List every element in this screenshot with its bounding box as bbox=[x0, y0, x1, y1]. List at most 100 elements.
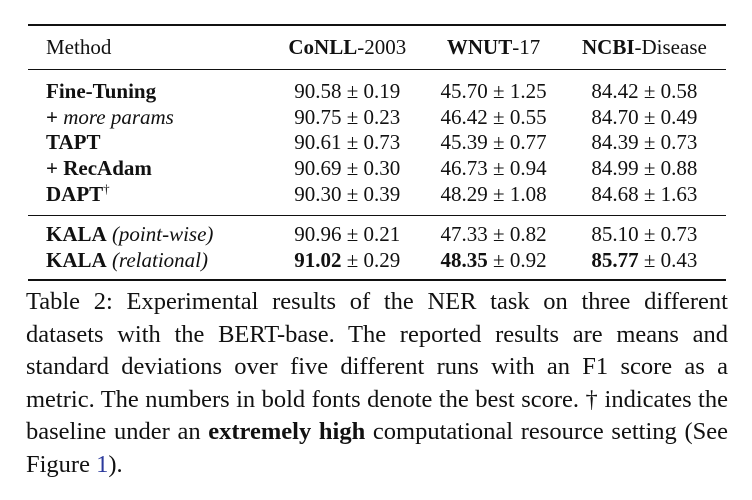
score-sd: ± 0.49 bbox=[643, 104, 698, 129]
method-cell: KALA (relational) bbox=[28, 247, 271, 281]
method-name: + bbox=[46, 104, 64, 129]
table-row: KALA (relational) 91.02 ± 0.29 48.35 ± 0.9… bbox=[28, 247, 726, 281]
score-mean: 90.96 bbox=[294, 222, 342, 247]
method-name: Fine-Tuning bbox=[46, 79, 157, 104]
method-name: TAPT bbox=[46, 130, 101, 155]
score-sd: ± 1.63 bbox=[643, 181, 698, 206]
score-sd: ± 0.73 bbox=[643, 222, 698, 247]
score-cell: 90.75 ± 0.23 bbox=[270, 105, 424, 131]
score-mean: 90.69 bbox=[294, 155, 342, 180]
score-sd: ± 0.88 bbox=[643, 155, 698, 180]
score-sd: ± 0.77 bbox=[493, 130, 547, 155]
table-row: DAPT† 90.30 ± 0.39 48.29 ± 1.08 84.68 ± 1.6… bbox=[28, 181, 726, 216]
score-cell: 47.33 ± 0.82 bbox=[424, 216, 563, 248]
score-cell: 84.39 ± 0.73 bbox=[563, 130, 726, 156]
score-mean: 85.10 bbox=[591, 222, 639, 247]
figure-ref-link[interactable]: 1 bbox=[96, 450, 109, 478]
score-sd: ± 0.94 bbox=[493, 155, 547, 180]
table-body: Fine-Tuning 90.58 ± 0.19 45.70 ± 1.25 84.42… bbox=[28, 70, 726, 281]
header-ncbi: NCBI-Disease bbox=[562, 25, 726, 70]
score-sd: ± 1.25 bbox=[493, 79, 547, 104]
dagger-mark: † bbox=[103, 181, 110, 196]
score-sd: ± 0.39 bbox=[346, 181, 401, 206]
score-sd: ± 0.73 bbox=[346, 130, 401, 155]
method-note: more params bbox=[63, 104, 174, 129]
score-cell: 48.29 ± 1.08 bbox=[424, 181, 563, 216]
table-row: + RecAdam 90.69 ± 0.30 46.73 ± 0.94 84.99 ±… bbox=[28, 156, 726, 182]
score-sd: ± 0.92 bbox=[493, 247, 547, 272]
score-mean: 84.99 bbox=[591, 155, 639, 180]
score-cell: 45.39 ± 0.77 bbox=[424, 130, 563, 156]
table-row: Fine-Tuning 90.58 ± 0.19 45.70 ± 1.25 84.42… bbox=[28, 70, 726, 105]
method-cell: + more params bbox=[28, 105, 270, 131]
table-row: KALA (point-wise) 90.96 ± 0.21 47.33 ± 0.8… bbox=[28, 216, 726, 248]
score-mean: 47.33 bbox=[440, 222, 488, 247]
score-mean: 84.68 bbox=[591, 181, 639, 206]
score-mean: 91.02 bbox=[294, 247, 342, 272]
score-sd: ± 0.30 bbox=[346, 155, 401, 180]
header-conll-abbrev-2: NLL bbox=[314, 35, 358, 59]
method-note: (relational) bbox=[111, 247, 208, 272]
score-cell: 90.61 ± 0.73 bbox=[270, 130, 424, 156]
table-row: + more params 90.75 ± 0.23 46.42 ± 0.55 84.… bbox=[28, 105, 726, 131]
score-cell: 90.69 ± 0.30 bbox=[270, 156, 424, 182]
score-sd: ± 0.23 bbox=[346, 104, 401, 129]
score-mean: 48.29 bbox=[440, 181, 488, 206]
score-mean: 45.70 bbox=[440, 79, 488, 104]
score-sd: ± 0.21 bbox=[346, 222, 401, 247]
score-cell: 46.42 ± 0.55 bbox=[424, 105, 563, 131]
score-sd: ± 0.73 bbox=[643, 130, 698, 155]
caption-text-3: ). bbox=[108, 450, 123, 478]
score-sd: ± 0.29 bbox=[346, 247, 401, 272]
score-cell: 85.10 ± 0.73 bbox=[563, 216, 726, 248]
header-ncbi-suffix: -Disease bbox=[634, 35, 707, 59]
method-cell: TAPT bbox=[28, 130, 270, 156]
table-row: TAPT 90.61 ± 0.73 45.39 ± 0.77 84.39 ± 0.73 bbox=[28, 130, 726, 156]
method-name: DAPT bbox=[46, 182, 104, 206]
header-conll: CoNLL-2003 bbox=[270, 25, 425, 70]
caption-text-2: computational resource setting (See Figu… bbox=[26, 418, 728, 478]
score-mean: 84.42 bbox=[591, 79, 639, 104]
score-cell: 90.30 ± 0.39 bbox=[270, 181, 425, 216]
method-cell: + RecAdam bbox=[28, 156, 270, 182]
header-conll-suffix: -2003 bbox=[357, 35, 407, 59]
score-mean: 84.70 bbox=[591, 104, 639, 129]
caption-text-1: Experimental results of the NER task on … bbox=[26, 288, 728, 445]
score-sd: ± 0.82 bbox=[493, 222, 547, 247]
score-cell: 84.42 ± 0.58 bbox=[563, 70, 726, 105]
method-name: KALA bbox=[46, 247, 107, 272]
score-sd: ± 1.08 bbox=[493, 181, 547, 206]
method-note: (point-wise) bbox=[111, 222, 214, 247]
score-sd: ± 0.55 bbox=[493, 104, 547, 129]
method-name: + RecAdam bbox=[46, 155, 152, 180]
score-cell: 84.68 ± 1.63 bbox=[562, 181, 726, 216]
header-wnut: WNUT-17 bbox=[424, 25, 563, 70]
score-mean: 90.75 bbox=[294, 104, 342, 129]
header-row: Method CoNLL-2003 WNUT-17 NCBI-Disease bbox=[28, 25, 726, 70]
header-wnut-abbrev: WNUT bbox=[446, 35, 513, 59]
score-cell: 91.02 ± 0.29 bbox=[270, 247, 425, 281]
score-sd: ± 0.58 bbox=[643, 79, 698, 104]
results-table: Method CoNLL-2003 WNUT-17 NCBI-Disease F… bbox=[28, 24, 726, 281]
score-mean: 46.42 bbox=[440, 104, 488, 129]
score-cell: 84.99 ± 0.88 bbox=[563, 156, 726, 182]
method-name: KALA bbox=[46, 222, 107, 247]
score-cell: 46.73 ± 0.94 bbox=[424, 156, 563, 182]
score-mean: 45.39 bbox=[440, 130, 488, 155]
score-mean: 90.58 bbox=[294, 79, 342, 104]
score-mean: 90.30 bbox=[294, 181, 342, 206]
score-cell: 45.70 ± 1.25 bbox=[424, 70, 563, 105]
header-ncbi-abbrev: NCBI bbox=[582, 35, 635, 59]
header-conll-abbrev: Co bbox=[288, 35, 315, 59]
table-caption: Table 2: Experimental results of the NER… bbox=[26, 286, 728, 481]
score-cell: 90.96 ± 0.21 bbox=[270, 216, 424, 248]
method-cell: DAPT† bbox=[28, 181, 271, 216]
score-mean: 46.73 bbox=[440, 155, 488, 180]
caption-label: Table 2: bbox=[26, 288, 113, 315]
caption-emphasis: extremely high bbox=[208, 418, 366, 445]
score-cell: 48.35 ± 0.92 bbox=[424, 247, 563, 281]
score-cell: 85.77 ± 0.43 bbox=[562, 247, 726, 281]
score-mean: 85.77 bbox=[591, 247, 639, 272]
score-mean: 48.35 bbox=[440, 247, 488, 272]
